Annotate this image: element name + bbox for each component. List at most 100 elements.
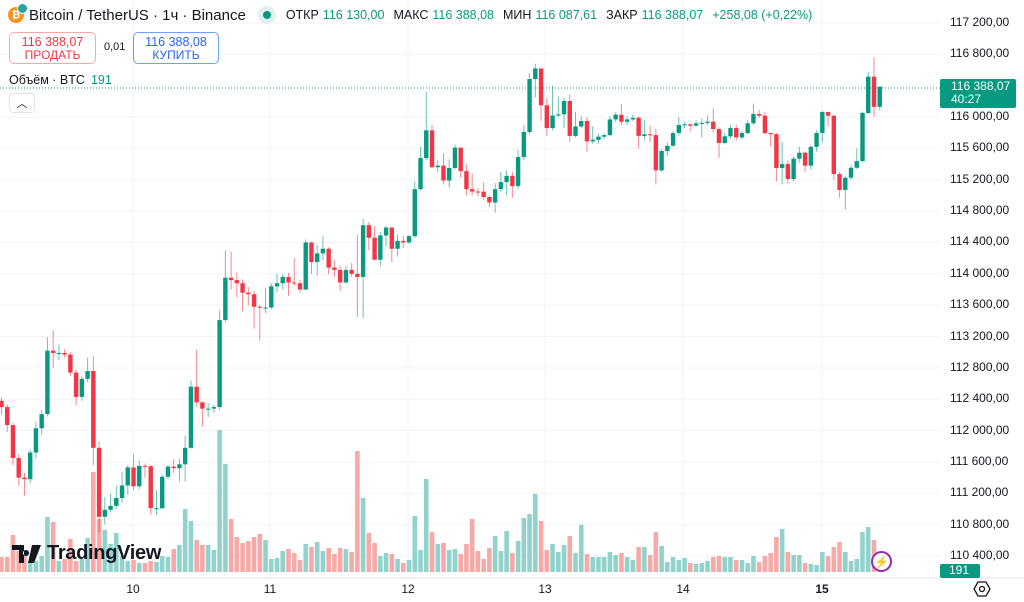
- candle-body: [774, 134, 779, 169]
- candle-body: [332, 267, 337, 270]
- candle-body: [797, 152, 802, 159]
- price-axis-label: 114 800,00: [950, 203, 1010, 218]
- current-volume-tag: 191: [940, 564, 980, 578]
- candle: [665, 142, 670, 157]
- candle-body: [843, 177, 848, 190]
- volume-bar: [200, 545, 205, 572]
- candle: [527, 73, 532, 135]
- candle: [866, 71, 871, 114]
- candle: [590, 126, 595, 144]
- candle-body: [320, 248, 326, 254]
- candle-body: [745, 123, 750, 134]
- candle-body: [877, 86, 882, 107]
- candle: [745, 120, 750, 135]
- candle-body: [498, 182, 504, 190]
- candle-body: [871, 76, 877, 107]
- candle: [452, 144, 458, 170]
- tradingview-logo[interactable]: TradingView: [12, 542, 161, 565]
- candle-body: [515, 157, 521, 187]
- candle: [699, 118, 704, 138]
- volume-bar: [211, 550, 217, 572]
- volume-bar: [10, 535, 16, 572]
- candle-body: [68, 354, 73, 373]
- candle-body: [424, 130, 429, 159]
- candle: [200, 401, 205, 427]
- candle: [292, 258, 297, 286]
- volume-bar: [550, 544, 555, 572]
- collapse-legend-button[interactable]: ︿: [9, 93, 35, 113]
- candle-body: [728, 128, 733, 137]
- chevron-up-icon: ︿: [16, 98, 28, 110]
- candles: [0, 57, 882, 533]
- volume-bar: [383, 553, 389, 572]
- candle: [556, 96, 561, 118]
- candle-body: [28, 452, 33, 480]
- volume-bar: [670, 557, 676, 572]
- volume-bar: [745, 563, 750, 572]
- volume-bar: [808, 564, 814, 572]
- volume-bar: [389, 554, 395, 572]
- candle-body: [860, 112, 865, 162]
- candle-body: [39, 414, 44, 429]
- candle-body: [165, 466, 171, 477]
- candle-body: [447, 168, 452, 181]
- candle: [383, 226, 389, 247]
- volume-bar: [326, 548, 331, 572]
- volume-bar: [716, 556, 722, 572]
- candle: [326, 247, 331, 274]
- candle: [165, 465, 171, 480]
- candle-body: [142, 465, 148, 467]
- candle: [303, 239, 308, 291]
- candle-body: [269, 286, 274, 308]
- buy-button[interactable]: 116 388,08 КУПИТЬ: [133, 32, 219, 64]
- candle: [171, 458, 176, 473]
- candle: [96, 441, 102, 533]
- candle: [85, 357, 90, 382]
- sell-label: ПРОДАТЬ: [24, 48, 81, 62]
- volume-bar: [240, 543, 245, 572]
- candle-body: [401, 240, 406, 243]
- volume-bar: [395, 559, 400, 572]
- sell-price: 116 388,07: [21, 35, 84, 49]
- time-axis-label: 15: [815, 582, 829, 596]
- candle: [372, 226, 377, 260]
- settings-icon[interactable]: [973, 580, 991, 598]
- volume-bar: [119, 556, 125, 572]
- candle-body: [297, 283, 303, 290]
- high-value: 116 388,08: [432, 8, 494, 22]
- volume-bar: [309, 547, 314, 572]
- change-value: +258,08 (+0,22%): [712, 8, 813, 22]
- low-label: МИН: [503, 8, 532, 22]
- symbol-title[interactable]: Bitcoin / TetherUS · 1ч · Binance: [29, 6, 246, 24]
- volume-bar: [739, 560, 745, 572]
- candle: [257, 305, 262, 341]
- tradingview-logo-icon: [12, 544, 41, 563]
- candle-body: [624, 119, 630, 122]
- price-axis-label: 117 200,00: [950, 15, 1010, 29]
- lightning-icon[interactable]: ⚡: [871, 551, 892, 572]
- candle-body: [257, 306, 262, 308]
- price-axis-label: 111 200,00: [950, 485, 1009, 500]
- grid: [0, 0, 940, 578]
- candle: [114, 485, 119, 509]
- spread: 0,01: [104, 41, 126, 53]
- volume-bar: [527, 514, 532, 572]
- buy-price: 116 388,08: [145, 35, 207, 49]
- market-open-icon[interactable]: [257, 6, 276, 24]
- volume-legend[interactable]: Объём · BTC 191: [9, 73, 112, 87]
- candle: [814, 130, 819, 152]
- volume-bar: [676, 560, 682, 572]
- candle-body: [579, 120, 584, 127]
- candle: [119, 472, 125, 503]
- volume-bar: [263, 540, 268, 572]
- sell-button[interactable]: 116 388,07 ПРОДАТЬ: [9, 32, 96, 64]
- candle: [579, 116, 584, 129]
- volume-bar: [774, 537, 779, 572]
- candle: [521, 124, 527, 161]
- candle: [447, 159, 452, 188]
- candle: [642, 120, 647, 141]
- time-axis-label: 12: [401, 582, 415, 596]
- candle-body: [171, 466, 176, 469]
- volume-bar: [412, 516, 418, 572]
